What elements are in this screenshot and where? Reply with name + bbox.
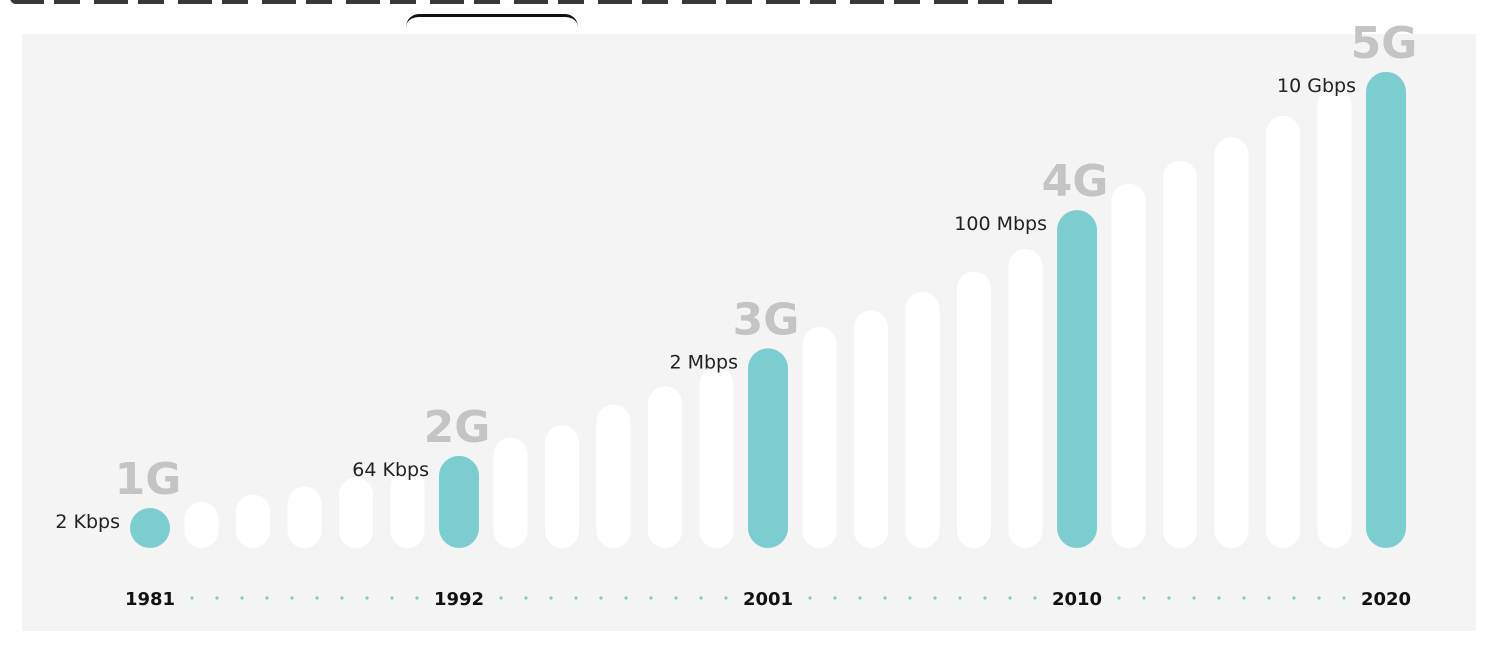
filler-bar xyxy=(236,494,270,548)
filler-bar xyxy=(184,501,219,548)
speed-label: 2 Mbps xyxy=(669,351,738,373)
filler-bar xyxy=(596,404,631,548)
year-label: 2020 xyxy=(1361,589,1411,610)
bars-layer xyxy=(130,71,1406,549)
timeline-dot xyxy=(1342,596,1346,600)
cropped-header xyxy=(0,0,1500,34)
year-label: 1992 xyxy=(434,589,484,610)
timeline-dot xyxy=(549,596,553,600)
highlight-bar xyxy=(439,455,479,548)
year-label: 2010 xyxy=(1052,589,1102,610)
timeline-dot xyxy=(883,596,887,600)
timeline-dot xyxy=(215,596,219,600)
timeline-dot xyxy=(1242,596,1246,600)
highlight-bar xyxy=(748,348,788,548)
timeline-dot xyxy=(265,596,269,600)
timeline-dot xyxy=(574,596,578,600)
speed-label: 2 Kbps xyxy=(55,511,120,533)
filler-bar xyxy=(1163,160,1197,549)
labels-layer: 1G 2 Kbps 1981 2G 64 Kbps 1992 3G 2 Mbps 2001 4G 1… xyxy=(55,18,1417,610)
highlight-bar xyxy=(130,508,170,548)
speed-label: 64 Kbps xyxy=(352,459,429,481)
timeline-dots-layer xyxy=(190,596,1346,600)
filler-bar xyxy=(1111,183,1146,548)
timeline-dot xyxy=(524,596,528,600)
timeline-dot xyxy=(958,596,962,600)
timeline-dot xyxy=(699,596,703,600)
highlight-bar xyxy=(1057,210,1097,548)
timeline-dot xyxy=(624,596,628,600)
timeline-dot xyxy=(1117,596,1121,600)
generation-label: 3G xyxy=(733,294,800,345)
timeline-dot xyxy=(599,596,603,600)
timeline-dot xyxy=(1167,596,1171,600)
filler-bar xyxy=(957,271,991,548)
timeline-dot xyxy=(724,596,728,600)
generation-label: 1G xyxy=(115,454,182,505)
cropped-pill xyxy=(406,14,578,34)
timeline-dot xyxy=(415,596,419,600)
filler-bar xyxy=(493,437,528,548)
filler-bar xyxy=(854,310,888,548)
speed-label: 10 Gbps xyxy=(1277,75,1356,97)
timeline-dot xyxy=(908,596,912,600)
filler-bar xyxy=(545,425,579,548)
timeline-dot xyxy=(1008,596,1012,600)
timeline-dot xyxy=(190,596,194,600)
timeline-dot xyxy=(1292,596,1296,600)
timeline-dot xyxy=(365,596,369,600)
filler-bar xyxy=(339,477,373,548)
filler-bar xyxy=(287,486,322,548)
timeline-dot xyxy=(983,596,987,600)
timeline-dot xyxy=(674,596,678,600)
timeline-dot xyxy=(833,596,837,600)
timeline-dot xyxy=(340,596,344,600)
timeline-dot xyxy=(1217,596,1221,600)
timeline-dot xyxy=(315,596,319,600)
year-label: 2001 xyxy=(743,589,793,610)
timeline-dot xyxy=(808,596,812,600)
speed-label: 100 Mbps xyxy=(954,213,1047,235)
filler-bar xyxy=(905,292,940,548)
filler-bar xyxy=(1008,248,1043,548)
generation-label: 4G xyxy=(1042,156,1109,207)
timeline-dot xyxy=(1033,596,1037,600)
timeline-dot xyxy=(649,596,653,600)
timeline-dot xyxy=(1192,596,1196,600)
cropped-heading-text xyxy=(10,0,1060,4)
filler-bar xyxy=(648,386,682,548)
filler-bar xyxy=(1317,87,1352,548)
filler-bar xyxy=(1214,137,1249,548)
timeline-dot xyxy=(290,596,294,600)
filler-bar xyxy=(699,367,734,548)
filler-bar xyxy=(1266,115,1300,548)
generation-label: 2G xyxy=(424,402,491,453)
filler-bar xyxy=(390,469,425,548)
timeline-dot xyxy=(1267,596,1271,600)
year-label: 1981 xyxy=(125,589,175,610)
timeline-dot xyxy=(858,596,862,600)
timeline-dot xyxy=(499,596,503,600)
filler-bar xyxy=(802,326,837,548)
timeline-dot xyxy=(390,596,394,600)
generation-label: 5G xyxy=(1351,18,1418,69)
highlight-bar xyxy=(1366,71,1406,548)
timeline-dot xyxy=(1317,596,1321,600)
timeline-dot xyxy=(1142,596,1146,600)
timeline-dot xyxy=(933,596,937,600)
timeline-dot xyxy=(240,596,244,600)
